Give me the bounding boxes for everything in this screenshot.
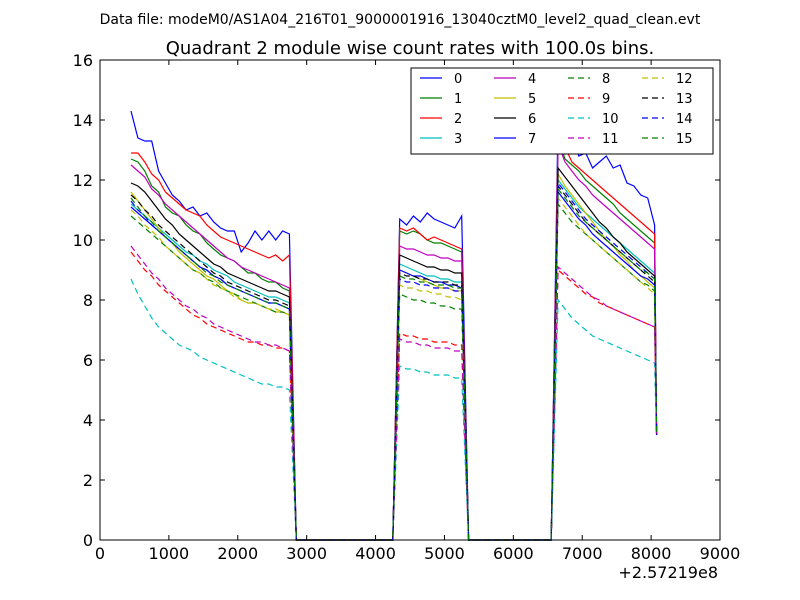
y-tick-label: 6: [83, 351, 93, 370]
series-line-6: [130, 166, 658, 541]
legend-label-13: 13: [676, 92, 693, 107]
plot-lines: [130, 110, 658, 541]
legend-label-4: 4: [528, 72, 536, 87]
x-tick-label: 8000: [631, 544, 672, 563]
x-tick-label: 7000: [562, 544, 603, 563]
x-tick-label: 2000: [217, 544, 258, 563]
legend-label-0: 0: [454, 72, 462, 87]
legend-label-9: 9: [602, 92, 610, 107]
x-tick-label: 9000: [700, 544, 741, 563]
chart-title: Quadrant 2 module wise count rates with …: [166, 38, 655, 59]
x-axis-offset-label: +2.57219e8: [618, 563, 718, 582]
x-tick-label: 4000: [355, 544, 396, 563]
series-line-2: [131, 132, 658, 541]
legend-label-12: 12: [676, 72, 693, 87]
legend-label-3: 3: [454, 132, 462, 147]
legend-label-15: 15: [676, 132, 693, 147]
figure-suptitle: Data file: modeM0/AS1A04_216T01_90000019…: [100, 12, 701, 28]
legend-label-2: 2: [454, 112, 462, 127]
x-tick-label: 0: [95, 544, 105, 563]
series-line-12: [130, 196, 658, 541]
y-tick-label: 2: [83, 471, 93, 490]
series-line-1: [130, 137, 658, 541]
series-line-15: [130, 187, 658, 541]
y-tick-label: 8: [83, 291, 93, 310]
x-tick-label: 3000: [286, 544, 327, 563]
series-line-4: [130, 143, 658, 541]
x-axis: 0 1000 2000 3000 4000 5000 6000 7000 8000 9000: [95, 60, 740, 563]
legend-box: [410, 67, 714, 155]
series-line-9: [130, 251, 658, 541]
series-line-14: [130, 181, 658, 541]
y-tick-label: 4: [83, 411, 93, 430]
y-tick-label: 16: [73, 51, 93, 70]
y-tick-label: 10: [73, 231, 93, 250]
legend-label-7: 7: [528, 132, 536, 147]
series-line-0: [130, 110, 658, 541]
x-tick-label: 6000: [493, 544, 534, 563]
legend-label-6: 6: [528, 112, 536, 127]
legend-label-8: 8: [602, 72, 610, 87]
y-tick-label: 14: [73, 111, 93, 130]
legend-label-11: 11: [602, 132, 619, 147]
y-tick-label: 12: [73, 171, 93, 190]
legend-label-10: 10: [602, 112, 619, 127]
legend-label-5: 5: [528, 92, 536, 107]
legend-label-14: 14: [676, 112, 693, 127]
y-tick-label: 0: [83, 531, 93, 550]
series-line-13: [130, 184, 658, 541]
x-tick-label: 1000: [149, 544, 190, 563]
series-line-10: [130, 278, 658, 541]
x-tick-label: 5000: [424, 544, 465, 563]
legend-label-1: 1: [454, 92, 462, 107]
